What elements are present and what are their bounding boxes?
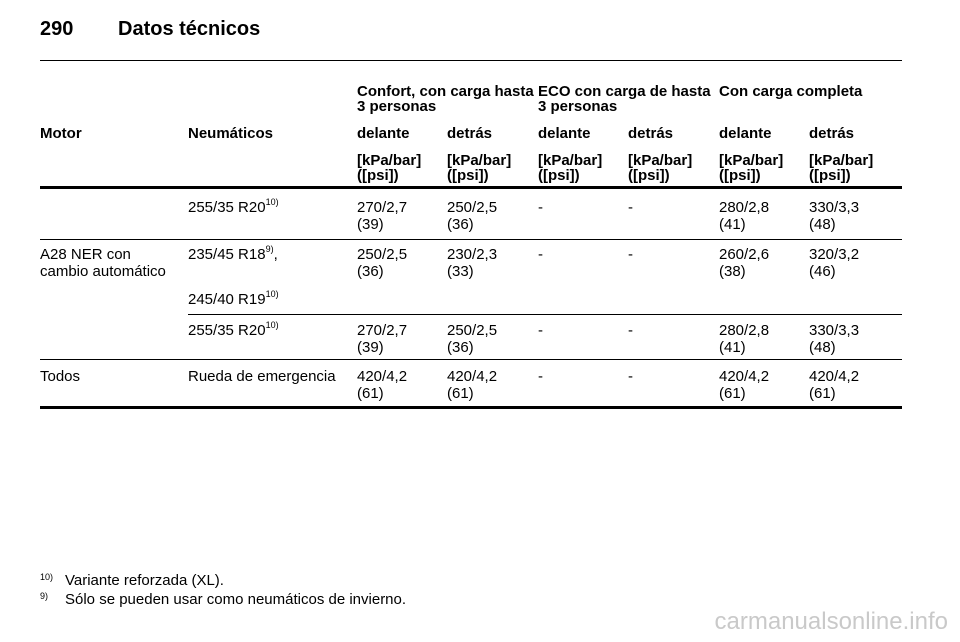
unit-header: [kPa/bar] ([psi]) <box>719 152 784 184</box>
col-header-front: delante <box>719 125 772 142</box>
page-number: 290 <box>40 18 74 40</box>
group-header-full: Con carga completa <box>719 83 863 100</box>
unit-header: [kPa/bar] ([psi]) <box>447 152 512 184</box>
tyre-size: 255/35 R2010) <box>188 197 279 217</box>
unit-header: [kPa/bar] ([psi]) <box>538 152 603 184</box>
table-header-rule <box>40 186 902 189</box>
col-header-front: delante <box>357 125 410 142</box>
pressure-cell: 230/2,3 (33) <box>447 246 498 280</box>
row-rule <box>40 359 902 360</box>
group-header-eco: ECO con carga de hasta 3 personas <box>538 83 711 115</box>
motor-cell: A28 NER con cambio automático <box>40 246 166 280</box>
col-header-rear: detrás <box>447 125 493 142</box>
pressure-cell: - <box>628 322 633 339</box>
col-header-motor: Motor <box>40 125 82 142</box>
pressure-cell: - <box>628 199 633 216</box>
pressure-cell: 260/2,6 (38) <box>719 246 770 280</box>
pressure-cell: 320/3,2 (46) <box>809 246 860 280</box>
col-header-rear: detrás <box>628 125 674 142</box>
pressure-cell: 330/3,3 (48) <box>809 322 860 356</box>
col-header-front: delante <box>538 125 591 142</box>
pressure-cell: - <box>538 368 543 385</box>
pressure-cell: 280/2,8 (41) <box>719 199 770 233</box>
tyre-size: 245/40 R1910) <box>188 289 279 309</box>
unit-header: [kPa/bar] ([psi]) <box>357 152 422 184</box>
watermark: carmanualsonline.info <box>714 608 948 635</box>
pressure-cell: 420/4,2 (61) <box>357 368 408 402</box>
pressure-cell: 420/4,2 (61) <box>719 368 770 402</box>
tyre-size: Rueda de emergencia <box>188 368 336 385</box>
pressure-cell: 250/2,5 (36) <box>447 199 498 233</box>
pressure-cell: 270/2,7 (39) <box>357 199 408 233</box>
header-rule <box>40 60 902 61</box>
pressure-cell: 250/2,5 (36) <box>357 246 408 280</box>
group-header-confort: Confort, con carga hasta 3 personas <box>357 83 534 115</box>
tyre-size: 235/45 R189), <box>188 244 278 264</box>
row-rule <box>188 314 902 315</box>
pressure-cell: - <box>538 246 543 263</box>
page-title: Datos técnicos <box>118 18 261 40</box>
pressure-cell: 280/2,8 (41) <box>719 322 770 356</box>
row-rule <box>40 239 902 240</box>
pressure-cell: 270/2,7 (39) <box>357 322 408 356</box>
page-header: 290 Datos técnicos <box>40 18 260 41</box>
pressure-cell: - <box>628 368 633 385</box>
pressure-cell: 250/2,5 (36) <box>447 322 498 356</box>
table-bottom-rule <box>40 406 902 409</box>
tyre-size: 255/35 R2010) <box>188 320 279 340</box>
col-header-tyres: Neumáticos <box>188 125 274 142</box>
pressure-cell: - <box>628 246 633 263</box>
unit-header: [kPa/bar] ([psi]) <box>809 152 874 184</box>
pressure-cell: - <box>538 322 543 339</box>
pressure-cell: - <box>538 199 543 216</box>
pressure-cell: 420/4,2 (61) <box>447 368 498 402</box>
pressure-cell: 420/4,2 (61) <box>809 368 860 402</box>
unit-header: [kPa/bar] ([psi]) <box>628 152 693 184</box>
col-header-rear: detrás <box>809 125 855 142</box>
motor-cell: Todos <box>40 368 81 385</box>
pressure-cell: 330/3,3 (48) <box>809 199 860 233</box>
